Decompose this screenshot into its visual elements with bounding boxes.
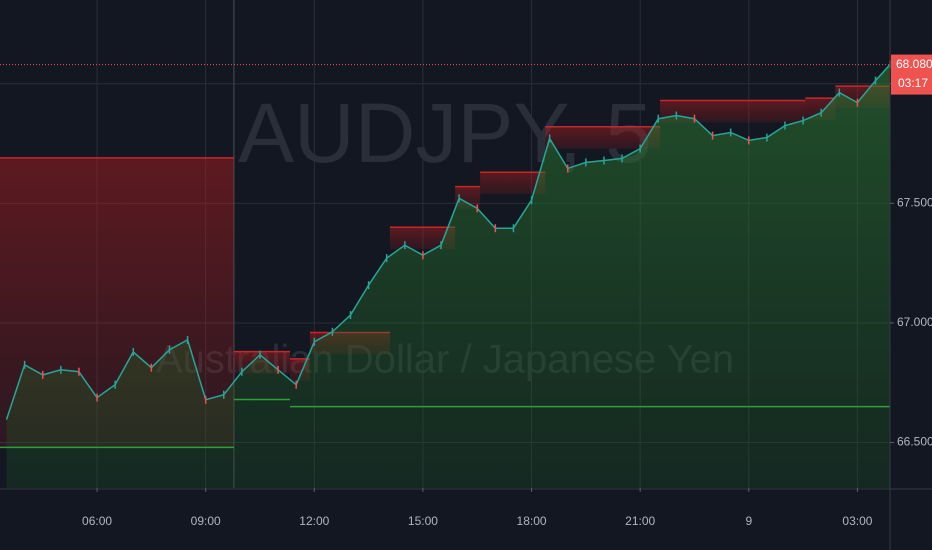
price-line (5, 64, 891, 420)
x-tick-label: 12:00 (299, 514, 329, 528)
resistance-zone (660, 100, 806, 123)
countdown: 03:17 (898, 76, 928, 90)
y-tick-label: 67.500 (897, 196, 932, 210)
last-price-tag (891, 54, 932, 95)
x-tick-label: 18:00 (517, 514, 547, 528)
resistance-zone (389, 227, 456, 250)
x-tick-label: 15:00 (408, 514, 438, 528)
price-area (6, 64, 890, 488)
resistance-zone (480, 172, 546, 195)
y-tick-label: 67.000 (897, 315, 932, 329)
y-tick-label: 66.500 (897, 435, 932, 449)
resistance-zone (545, 126, 661, 149)
x-tick-label: 03:00 (842, 514, 872, 528)
x-tick-label: 21:00 (625, 514, 655, 528)
x-tick-label: 9 (745, 514, 752, 528)
x-tick-label: 09:00 (191, 514, 221, 528)
last-price-label: 68.080 (896, 57, 932, 71)
x-tick-label: 06:00 (82, 514, 112, 528)
